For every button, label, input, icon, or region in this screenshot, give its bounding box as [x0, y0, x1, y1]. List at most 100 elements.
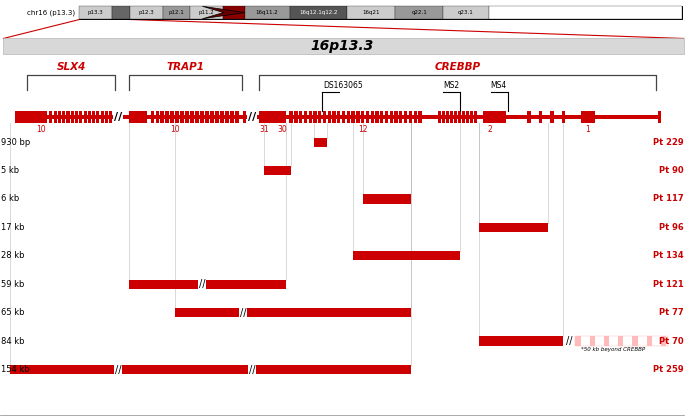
Bar [92, 111, 95, 123]
Text: 10: 10 [36, 125, 46, 134]
Bar [186, 111, 189, 123]
Text: MS2: MS2 [443, 81, 459, 90]
Bar [371, 111, 374, 123]
Bar [264, 166, 291, 175]
Bar [259, 111, 286, 123]
Bar [337, 111, 340, 123]
Bar [449, 111, 453, 123]
Bar [247, 308, 411, 317]
Text: p11.2: p11.2 [199, 10, 214, 15]
Text: 12: 12 [358, 125, 368, 134]
Bar [110, 111, 112, 123]
Bar [323, 111, 326, 123]
Bar [581, 111, 595, 123]
Bar [235, 111, 238, 123]
Text: Pt 229: Pt 229 [653, 138, 684, 147]
Bar [347, 111, 350, 123]
Bar [66, 111, 69, 123]
Bar [527, 111, 530, 123]
Bar [58, 111, 61, 123]
Polygon shape [202, 6, 245, 19]
Text: 59 kb: 59 kb [1, 280, 25, 289]
Bar [366, 111, 369, 123]
Bar [453, 111, 457, 123]
Text: 84 kb: 84 kb [1, 336, 25, 346]
Bar [342, 111, 345, 123]
Bar [562, 111, 565, 123]
Text: 930 bp: 930 bp [1, 138, 31, 147]
Text: Pt 134: Pt 134 [653, 251, 684, 260]
Text: q22.1: q22.1 [412, 10, 427, 15]
Text: 154 kb: 154 kb [1, 365, 30, 374]
Bar [414, 111, 416, 123]
Bar [590, 336, 595, 346]
Bar [210, 111, 214, 123]
Bar [160, 111, 164, 123]
Text: //: // [566, 336, 573, 346]
Bar [409, 111, 412, 123]
Text: //: // [114, 364, 121, 375]
Bar [308, 111, 312, 123]
Bar [538, 111, 543, 123]
Bar [88, 111, 91, 123]
Text: 1: 1 [586, 125, 590, 134]
Bar [155, 111, 159, 123]
Text: 16q12.1q12.2: 16q12.1q12.2 [299, 10, 338, 15]
Text: 28 kb: 28 kb [1, 251, 25, 260]
Text: p12.3: p12.3 [139, 10, 154, 15]
Bar [575, 336, 581, 346]
Text: 16q11.2: 16q11.2 [256, 10, 279, 15]
Bar [399, 111, 403, 123]
Bar [442, 111, 445, 123]
Bar [245, 6, 290, 19]
Bar [474, 111, 477, 123]
Text: DS163065: DS163065 [323, 81, 363, 90]
Bar [290, 111, 292, 123]
Text: 6 kb: 6 kb [1, 194, 20, 204]
Bar [171, 111, 174, 123]
Text: //: // [248, 112, 256, 122]
Bar [313, 111, 316, 123]
Bar [419, 111, 421, 123]
Bar [190, 6, 223, 19]
Bar [363, 194, 411, 204]
Bar [97, 111, 99, 123]
Text: SLX4: SLX4 [57, 62, 86, 72]
Bar [314, 138, 327, 147]
Bar [230, 111, 234, 123]
Bar [299, 111, 302, 123]
Bar [353, 251, 460, 260]
Text: 30: 30 [277, 125, 287, 134]
Bar [163, 6, 190, 19]
Bar [375, 111, 379, 123]
Bar [658, 111, 661, 123]
Bar [79, 6, 112, 19]
Bar [220, 111, 223, 123]
Bar [71, 111, 74, 123]
Bar [129, 280, 198, 289]
Text: //: // [114, 112, 122, 122]
Bar [483, 111, 506, 123]
Text: 10: 10 [170, 125, 179, 134]
Bar [303, 111, 307, 123]
Text: 31: 31 [260, 125, 269, 134]
Bar [206, 111, 209, 123]
Text: TRAP1: TRAP1 [166, 62, 204, 72]
Bar [129, 111, 147, 123]
Bar [618, 336, 623, 346]
Bar [122, 365, 248, 374]
Text: Pt 121: Pt 121 [653, 280, 684, 289]
Bar [79, 111, 82, 123]
Text: Pt 259: Pt 259 [653, 365, 684, 374]
Bar [380, 111, 384, 123]
Text: Pt 117: Pt 117 [653, 194, 684, 204]
Bar [15, 111, 47, 123]
Bar [180, 111, 184, 123]
Bar [470, 111, 473, 123]
Bar [206, 280, 286, 289]
Text: CREBBP: CREBBP [434, 62, 481, 72]
Bar [458, 111, 461, 123]
Bar [466, 111, 469, 123]
Bar [105, 111, 108, 123]
Text: *50 kb beyond CREBBP: *50 kb beyond CREBBP [581, 347, 645, 352]
